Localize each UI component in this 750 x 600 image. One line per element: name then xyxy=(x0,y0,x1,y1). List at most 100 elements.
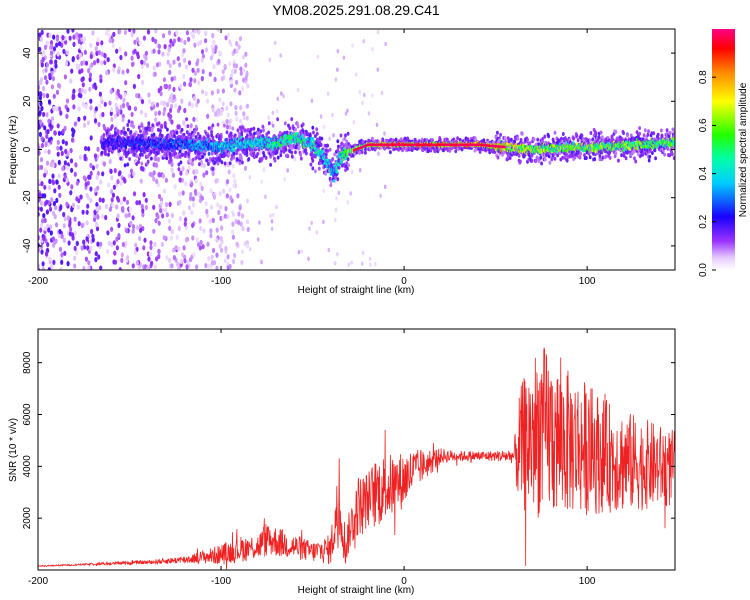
spectrogram-noise-cell xyxy=(221,215,225,221)
spectrogram-noise-cell xyxy=(188,82,193,88)
spectrogram-noise-cell xyxy=(90,62,94,68)
spectrogram-noise-cell xyxy=(161,173,165,179)
spectrogram-ridge-halo xyxy=(207,162,210,166)
spectrogram-noise-cell xyxy=(154,38,158,44)
spectrogram-noise-cell xyxy=(176,266,181,270)
spectrogram-noise-cell xyxy=(110,175,114,181)
spectrogram-ridge-halo xyxy=(104,152,108,157)
spectrogram-ridge-halo xyxy=(343,136,347,141)
spectrogram-noise-cell xyxy=(226,214,230,220)
spectrogram-noise-cell xyxy=(183,39,187,46)
spectrogram-noise-cell xyxy=(349,191,353,196)
spectrogram-noise-cell xyxy=(45,209,50,215)
spectrogram-ridge-cell xyxy=(178,149,182,154)
spectrogram-noise-cell xyxy=(240,259,244,265)
spectrogram-noise-cell xyxy=(57,184,61,190)
spectrogram-noise-cell xyxy=(152,176,156,182)
spectrogram-noise-cell xyxy=(115,236,119,242)
spectrogram-noise-cell xyxy=(169,114,173,120)
spectrogram-noise-cell xyxy=(199,239,203,245)
spectrogram-ridge-halo xyxy=(241,125,245,130)
spectrogram-noise-cell xyxy=(170,263,174,269)
spectrogram-noise-cell xyxy=(215,252,219,258)
spectrogram-ridge-halo xyxy=(177,167,181,172)
spectrogram-noise-cell xyxy=(75,240,79,247)
spectrogram-noise-cell xyxy=(219,204,223,210)
spectrogram-noise-cell xyxy=(72,88,76,94)
spectrogram-noise-cell xyxy=(347,262,351,267)
spectrogram-ridge-halo xyxy=(389,150,392,155)
spectrogram-noise-cell xyxy=(39,227,43,233)
spectrogram-noise-cell xyxy=(117,171,121,177)
spectrogram-noise-cell xyxy=(53,188,57,194)
spectrogram-noise-cell xyxy=(100,51,104,57)
spectrogram-noise-cell xyxy=(189,195,193,202)
spectrogram-noise-cell xyxy=(228,187,232,193)
spectrogram-noise-cell xyxy=(217,58,221,64)
spectrogram-noise-cell xyxy=(111,37,115,44)
spectrogram-noise-cell xyxy=(134,242,138,248)
spectrogram-noise-cell xyxy=(182,48,186,54)
spectrogram-ridge-halo xyxy=(178,154,182,159)
spectrogram-noise-cell xyxy=(183,107,187,114)
spectrogram-noise-cell xyxy=(144,55,148,61)
spectrogram-noise-cell xyxy=(363,92,366,98)
spectrogram-noise-cell xyxy=(77,116,81,122)
spectrogram-noise-cell xyxy=(156,156,160,163)
spectrogram-noise-cell xyxy=(109,110,113,116)
spectrogram-ridge-halo xyxy=(245,147,249,152)
spectrogram-noise-cell xyxy=(106,248,110,254)
spectrogram-noise-cell xyxy=(44,67,48,73)
spectrogram-noise-cell xyxy=(108,38,112,44)
spectrogram-noise-cell xyxy=(175,30,179,36)
spectrogram-noise-cell xyxy=(185,264,189,270)
spectrogram-noise-cell xyxy=(227,169,231,175)
spectrogram-noise-cell xyxy=(232,183,236,189)
spectrogram-noise-cell xyxy=(204,47,209,53)
spectrogram-noise-cell xyxy=(194,178,198,184)
spectrogram-ridge-halo xyxy=(324,152,328,157)
spectrogram-ridge-halo xyxy=(299,152,303,157)
spectrogram-noise-cell xyxy=(87,68,91,74)
spectrogram-ridge-halo xyxy=(192,133,196,138)
spectrogram-noise-cell xyxy=(358,90,362,95)
spectrogram-ridge-halo xyxy=(249,127,253,132)
spectrogram-noise-cell xyxy=(163,106,167,112)
spectrogram-ridge-halo xyxy=(288,126,292,131)
spectrogram-noise-cell xyxy=(71,57,75,63)
spectrogram-noise-cell xyxy=(41,266,45,270)
spectrogram-noise-cell xyxy=(190,161,194,167)
spectrogram-noise-cell xyxy=(371,46,374,52)
spectrogram-noise-cell xyxy=(231,69,235,75)
spectrogram-ridge-halo xyxy=(148,127,151,132)
spectrogram-noise-cell xyxy=(211,107,215,113)
spectrogram-noise-cell xyxy=(70,68,74,74)
spectrogram-noise-cell xyxy=(188,257,193,263)
spectrogram-noise-cell xyxy=(157,110,161,116)
spectrogram-noise-cell xyxy=(47,118,51,124)
spectrogram-noise-cell xyxy=(112,259,116,265)
spectrogram-noise-cell xyxy=(191,222,195,228)
spectrogram-noise-cell xyxy=(98,91,102,97)
spectrogram-noise-cell xyxy=(209,228,213,234)
spectrogram-noise-cell xyxy=(193,78,197,84)
spectrogram-ridge-halo xyxy=(174,151,178,156)
spectrogram-noise-cell xyxy=(218,97,222,103)
spectrogram-noise-cell xyxy=(310,98,314,104)
spectrogram-noise-cell xyxy=(42,235,46,242)
spectrogram-noise-cell xyxy=(227,32,230,38)
spectrogram-noise-cell xyxy=(38,124,41,130)
spectrogram-noise-cell xyxy=(152,204,156,210)
spectrogram-ridge-halo xyxy=(314,169,317,174)
spectrogram-noise-cell xyxy=(220,225,224,231)
spectrogram-noise-cell xyxy=(39,157,44,163)
spectrogram-ridge-halo xyxy=(257,127,260,132)
spectrogram-noise-cell xyxy=(94,251,98,257)
spectrogram-noise-cell xyxy=(273,40,277,45)
spectrogram-ridge-halo xyxy=(311,125,315,130)
spectrogram-noise-cell xyxy=(143,237,147,243)
spectrogram-noise-cell xyxy=(66,107,70,113)
spectrogram-ridge-halo xyxy=(173,133,176,138)
